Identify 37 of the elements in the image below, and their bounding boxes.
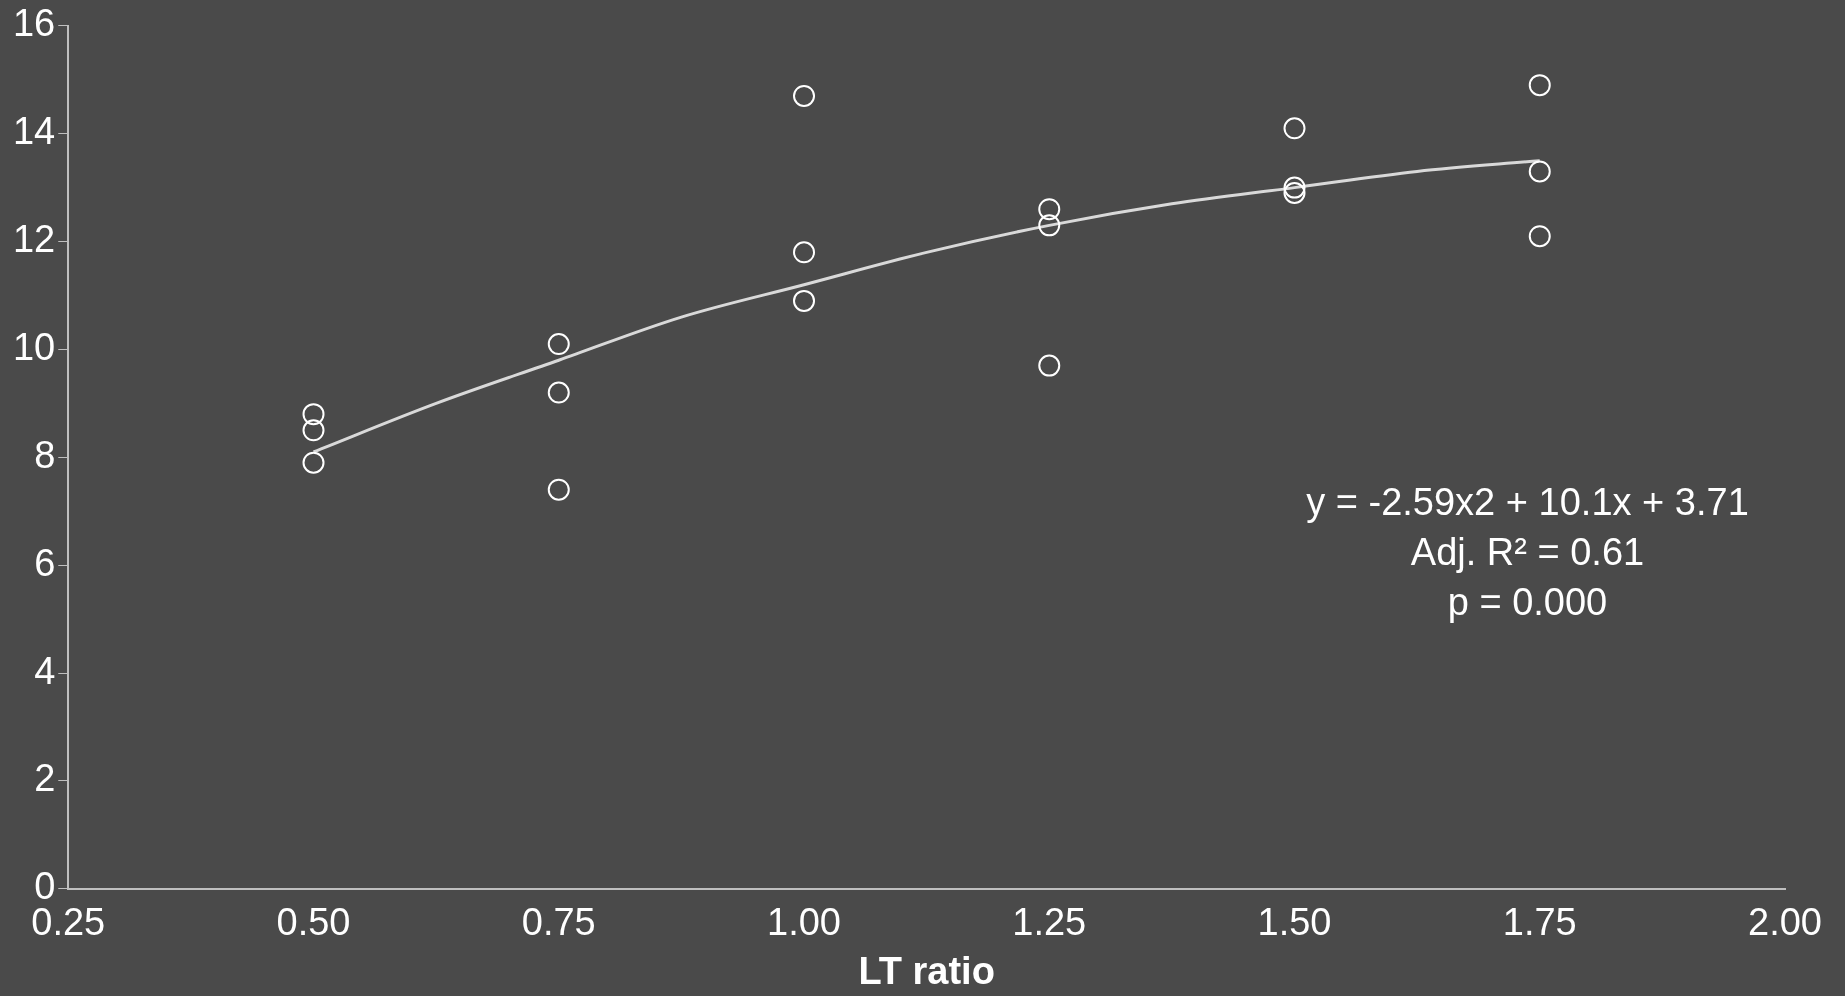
annotation: y = -2.59x2 + 10.1x + 3.71	[1306, 481, 1749, 524]
annotation: Adj. R² = 0.61	[1410, 531, 1645, 574]
point	[1283, 176, 1306, 199]
point	[1528, 225, 1551, 248]
point	[547, 381, 570, 404]
y-tick-label: 6	[34, 541, 56, 584]
x-tick-label: 1.50	[1257, 901, 1332, 944]
point	[793, 84, 816, 107]
point	[1038, 198, 1061, 221]
y-tick-label: 4	[34, 649, 56, 692]
x-tick-label: 1.00	[767, 901, 841, 944]
x-tick-label: 0.50	[276, 901, 351, 944]
annotation: p = 0.000	[1447, 581, 1608, 624]
y-tick-label: 8	[34, 433, 56, 476]
x-tick-label: 0.75	[521, 901, 596, 944]
x-axis-title: LT ratio	[858, 949, 995, 992]
point	[1283, 182, 1306, 205]
point	[547, 333, 570, 356]
point	[302, 403, 325, 426]
point	[547, 478, 570, 501]
y-tick-label: 16	[12, 2, 56, 45]
point	[1528, 74, 1551, 97]
point	[1038, 214, 1061, 237]
point	[302, 419, 325, 442]
y-tick-label: 2	[34, 757, 56, 800]
point	[302, 451, 325, 474]
point	[1038, 354, 1061, 377]
y-tick-label: 10	[12, 325, 56, 368]
y-tick-label: 12	[12, 218, 56, 261]
point	[1283, 117, 1306, 140]
point	[793, 241, 816, 264]
x-tick-label: 1.75	[1502, 901, 1577, 944]
x-tick-label: 1.25	[1012, 901, 1087, 944]
point	[793, 289, 816, 312]
x-tick-label: 2.00	[1748, 901, 1822, 944]
point	[1528, 160, 1551, 183]
y-tick-label: 14	[12, 110, 56, 153]
